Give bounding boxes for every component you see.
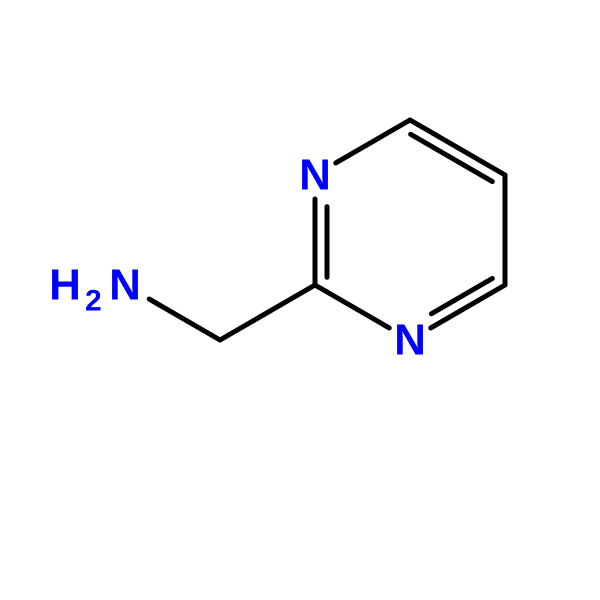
hydrogen-label: H <box>49 261 81 310</box>
molecule-diagram: NH2NN <box>0 0 600 600</box>
atom-label: N <box>109 261 141 310</box>
hydrogen-subscript: 2 <box>85 285 102 318</box>
atom-label: N <box>299 151 331 200</box>
atom-label: N <box>394 316 426 365</box>
